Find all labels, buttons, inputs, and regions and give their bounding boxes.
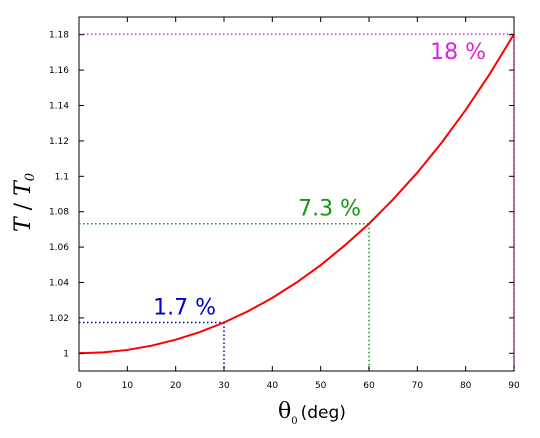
y-axis-subscript: 0 (23, 173, 38, 181)
x-tick-label: 10 (122, 381, 134, 391)
y-tick-label: 1.04 (49, 279, 69, 289)
series-curves (78, 33, 515, 355)
y-tick-label: 1.1 (55, 172, 69, 182)
y-axis: 1 1.02 1.04 1.06 1.08 1.1 1.12 1.14 1.16 1.18 (49, 31, 514, 359)
y-tick-label: 1 (63, 349, 69, 359)
x-tick-label: 70 (412, 381, 424, 391)
annotations: 1.7 % 7.3 % 18 % (153, 40, 486, 320)
x-tick-label: 30 (218, 381, 230, 391)
plot-area (78, 16, 515, 372)
annotation-label: 1.7 % (153, 296, 216, 321)
x-axis-title: θ0 (deg) (278, 399, 346, 427)
series-line (78, 33, 515, 355)
y-tick-label: 1.06 (49, 243, 69, 253)
y-tick-label: 1.16 (49, 66, 69, 76)
y-tick-label: 1.18 (49, 31, 69, 41)
annotation-label: 7.3 % (298, 197, 361, 222)
y-axis-denominator: T (11, 179, 36, 196)
annotation-label: 18 % (430, 40, 486, 65)
x-tick-label: 40 (267, 381, 279, 391)
plot-frame (78, 16, 515, 372)
y-tick-label: 1.02 (49, 314, 69, 324)
x-tick-label: 0 (76, 381, 82, 391)
y-tick-label: 1.08 (49, 208, 69, 218)
y-tick-label: 1.14 (49, 102, 69, 112)
x-tick-label: 90 (508, 381, 520, 391)
x-axis-subscript: 0 (291, 416, 297, 427)
guide-lines (79, 33, 515, 371)
y-axis-numerator: T (11, 215, 36, 232)
x-tick-label: 50 (315, 381, 327, 391)
x-tick-label: 80 (460, 381, 472, 391)
y-axis-separator: / (11, 196, 36, 217)
y-axis-title: T / T0 (11, 173, 38, 232)
x-axis-unit: (deg) (301, 403, 346, 423)
y-tick-label: 1.12 (49, 137, 69, 147)
x-axis-symbol: θ (278, 399, 291, 424)
x-tick-label: 60 (363, 381, 375, 391)
x-axis: 0 10 20 30 40 50 60 70 80 90 (76, 17, 520, 391)
x-tick-label: 20 (170, 381, 182, 391)
